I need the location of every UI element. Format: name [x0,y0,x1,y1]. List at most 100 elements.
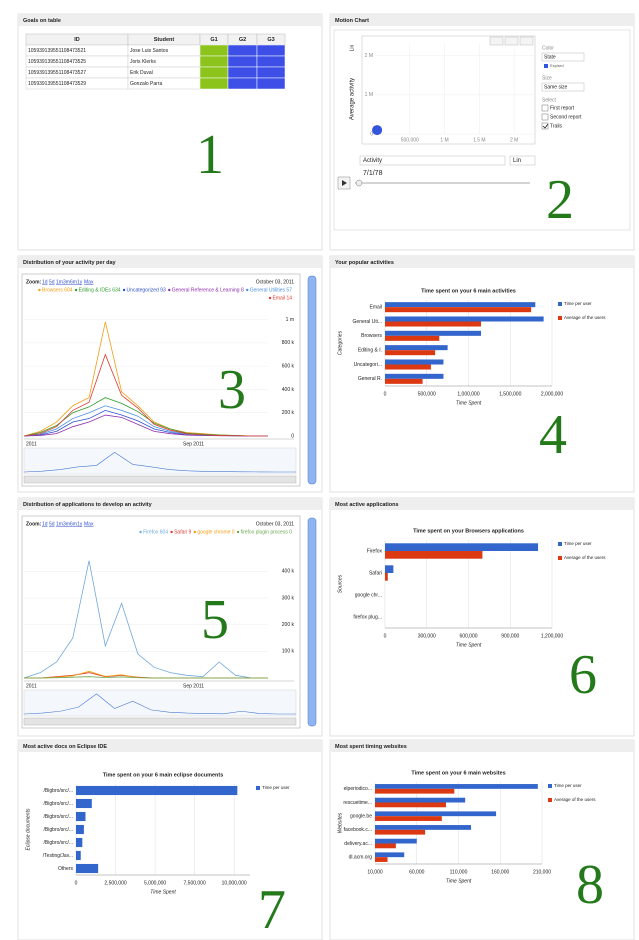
y-tick-label: 200 k [282,622,295,628]
goal-cell [199,44,229,57]
zoom-option[interactable]: 5d [49,279,55,285]
legend-swatch [548,784,552,788]
toolbar-button[interactable] [519,36,534,46]
bar [76,850,81,861]
bar [385,330,482,336]
zoom-option[interactable]: Max [84,521,94,527]
zoom-option[interactable]: 1d [42,521,48,527]
zoom-option[interactable]: 5d [49,521,55,527]
panel-title: Most active applications [335,502,399,508]
panel-header [18,14,322,26]
goal-cell [227,66,258,79]
control-label: Select [542,97,557,103]
zoom-option[interactable]: 1y [77,279,83,285]
legend-label: Average of the users [554,797,596,802]
y-tick-label: 0 [370,131,373,137]
scrollbar[interactable] [307,275,317,485]
y-axis-label: Eclipse documents [25,808,31,850]
legend-swatch [558,542,562,546]
panel-header [330,256,634,268]
range-scrollbar[interactable] [23,717,297,726]
bar [385,350,436,356]
category-label: /Bigbro/src/... [44,827,73,833]
legend-swatch [548,798,552,802]
zoom-option[interactable]: 1m [56,521,63,527]
legend-label: Browsers 604 [42,287,73,293]
option-label[interactable]: Trails [550,123,563,129]
x-axis-label: Time Spent [150,889,176,895]
goal-cell [199,66,229,79]
panel-number: 3 [218,359,246,421]
panel-frame [329,255,635,493]
cell-text: Joris Klerks [130,59,156,65]
y-tick-label: 1 m [286,317,294,323]
select-value[interactable]: Same size [544,84,568,90]
series-line [23,560,268,679]
panel-frame [17,739,323,940]
legend-marker [139,530,142,534]
bar [375,802,446,808]
select-box[interactable] [541,82,585,92]
zoom-option[interactable]: 1d [42,279,48,285]
option-label[interactable]: First report [550,105,575,111]
bar [385,543,539,551]
x-axis-label: Time Spent [456,400,482,406]
zoom-option[interactable]: 3m [63,279,70,285]
checkbox[interactable] [541,113,549,121]
slider-handle[interactable] [355,179,363,187]
panel-header [18,498,322,510]
cell-text: 105939139551108473525 [28,59,86,65]
x-tick-label: 10,000,000 [222,880,247,886]
legend-item: Safari 9 [170,529,192,535]
select-box[interactable] [509,155,536,166]
bar [76,863,99,874]
zoom-option[interactable]: 1m [56,279,63,285]
option-label[interactable]: Second report [550,114,582,120]
select-value[interactable]: State [544,54,556,60]
zoom-option[interactable]: 6m [70,521,77,527]
select-box[interactable] [541,52,585,62]
legend-swatch [544,64,548,68]
x-scale[interactable]: Lin [513,158,521,164]
navigator-line [23,693,296,715]
select-box[interactable] [359,155,506,166]
series-line [24,676,268,679]
y-tick-label: 1 M [365,92,373,98]
zoom-option[interactable]: 3m [63,521,70,527]
bubble [372,125,383,136]
control-label: Color [542,45,554,51]
goal-cell [199,55,229,68]
legend-swatch [558,302,562,306]
x-tick-label: 210,000 [533,869,551,875]
zoom-option[interactable]: Max [84,279,94,285]
bar [76,785,238,796]
bar [76,837,83,848]
bar [385,345,448,351]
x-axis-label: Time Spent [456,642,482,648]
scrollbar[interactable] [307,517,317,727]
x-axis-label: Time Spent [446,878,472,884]
category-label: google.be [350,813,372,819]
panel: Most spent timing websites Time spent on … [329,739,635,940]
series-line [23,353,268,437]
x-select[interactable]: Activity [363,158,382,164]
toolbar-button[interactable] [504,36,519,46]
goal-cell [227,77,258,90]
checkbox[interactable] [541,104,549,112]
y-tick-label: 400 k [282,387,295,393]
legend-item: Browsers 604 [38,287,73,293]
category-label: Firefox [367,548,383,554]
goal-cell [256,66,286,79]
chart-title: Time spent on your 6 main websites [411,770,505,776]
x-label: 2011 [26,683,37,689]
legend-marker [38,288,41,292]
zoom-option[interactable]: 1y [77,521,83,527]
range-scrollbar[interactable] [23,475,297,484]
checkbox[interactable] [541,122,549,130]
y-scale[interactable]: Lin [349,44,355,51]
chart-title: Time spent on your 6 main activities [421,288,516,294]
toolbar-button[interactable] [489,36,504,46]
cell-text: Jose Luis Santos [130,48,169,54]
zoom-option[interactable]: 6m [70,279,77,285]
legend-item: General Utilities 57 [246,287,292,293]
